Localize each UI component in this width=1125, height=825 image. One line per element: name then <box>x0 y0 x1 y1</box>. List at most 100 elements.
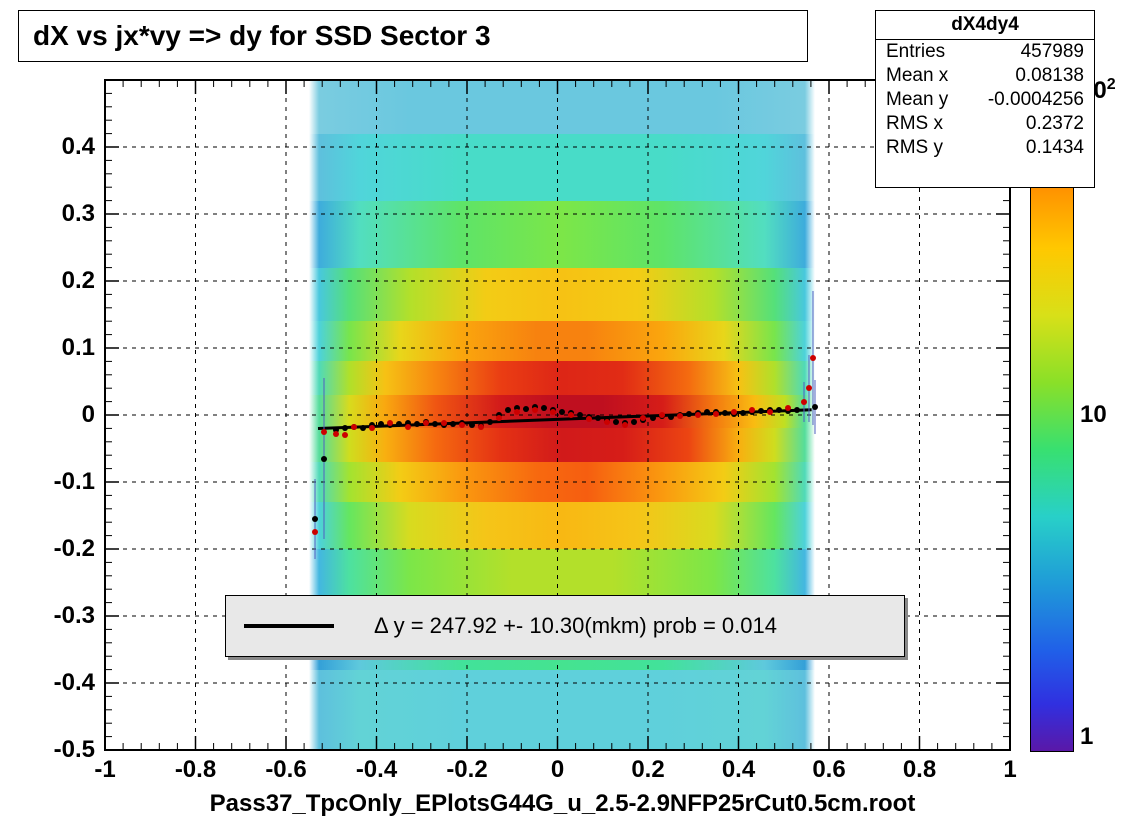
profile-point <box>776 407 782 413</box>
profile-point <box>731 409 737 415</box>
y-tick-label: -0.5 <box>0 736 95 764</box>
profile-point <box>532 407 538 413</box>
stats-row: RMS x 0.2372 <box>876 112 1094 136</box>
profile-point <box>459 422 465 428</box>
profile-point <box>405 424 411 430</box>
y-tick-label: -0.2 <box>0 535 95 563</box>
y-tick-label: -0.3 <box>0 602 95 630</box>
profile-point <box>432 421 438 427</box>
profile-point <box>794 407 800 413</box>
profile-point <box>801 399 807 405</box>
profile-point <box>767 409 773 415</box>
x-tick-label: 0.8 <box>890 756 950 784</box>
y-tick-label: 0 <box>0 401 95 429</box>
profile-point <box>312 529 318 535</box>
profile-point <box>622 422 628 428</box>
profile-point <box>586 416 592 422</box>
profile-point <box>785 405 791 411</box>
profile-point <box>523 406 529 412</box>
x-tick-label: 1 <box>980 756 1040 784</box>
chart-title: dX vs jx*vy => dy for SSD Sector 3 <box>18 10 808 62</box>
profile-point <box>812 404 818 410</box>
stats-key: Entries <box>886 41 945 63</box>
colorbar-label: 10 <box>1080 401 1107 429</box>
chart-title-text: dX vs jx*vy => dy for SSD Sector 3 <box>33 20 491 52</box>
profile-point <box>668 414 674 420</box>
profile-point <box>650 415 656 421</box>
colorbar-label: 1 <box>1080 723 1093 751</box>
stats-row: Mean x 0.08138 <box>876 64 1094 88</box>
x-tick-label: 0.2 <box>618 756 678 784</box>
profile-point <box>351 424 357 430</box>
profile-point <box>631 419 637 425</box>
stats-value: 0.2372 <box>1026 113 1084 135</box>
y-tick-label: 0.3 <box>0 200 95 228</box>
profile-point <box>758 408 764 414</box>
stats-value: 0.1434 <box>1026 137 1084 159</box>
stats-box: dX4dy4Entries 457989 Mean x 0.08138Mean y-0… <box>875 10 1095 188</box>
stats-row: RMS y 0.1434 <box>876 136 1094 160</box>
profile-point <box>505 407 511 413</box>
stats-value: 457989 <box>1021 41 1084 63</box>
profile-point <box>640 415 646 421</box>
profile-point <box>478 424 484 430</box>
profile-point <box>423 420 429 426</box>
stats-key: RMS x <box>886 113 943 135</box>
profile-point <box>722 410 728 416</box>
x-tick-label: -0.8 <box>166 756 226 784</box>
x-tick-label: -0.4 <box>347 756 407 784</box>
profile-point <box>806 385 812 391</box>
legend-line-sample <box>244 624 334 628</box>
x-axis-caption: Pass37_TpcOnly_EPlotsG44G_u_2.5-2.9NFP25… <box>0 790 1125 818</box>
profile-point <box>396 421 402 427</box>
profile-point <box>487 419 493 425</box>
x-tick-label: 0.6 <box>799 756 859 784</box>
profile-point <box>321 429 327 435</box>
legend-text: Δ y = 247.92 +- 10.30(mkm) prob = 0.014 <box>374 613 777 639</box>
profile-point <box>360 425 366 431</box>
profile-point <box>342 425 348 431</box>
profile-point <box>559 409 565 415</box>
profile-point <box>613 419 619 425</box>
stats-title: dX4dy4 <box>876 11 1094 40</box>
stats-value: 0.08138 <box>1015 65 1084 87</box>
profile-point <box>695 412 701 418</box>
x-tick-label: -0.6 <box>256 756 316 784</box>
profile-point <box>441 420 447 426</box>
profile-point <box>321 456 327 462</box>
profile-point <box>469 422 475 428</box>
profile-point <box>333 431 339 437</box>
y-tick-label: 0.2 <box>0 267 95 295</box>
y-tick-label: -0.1 <box>0 468 95 496</box>
profile-point <box>378 421 384 427</box>
profile-point <box>686 411 692 417</box>
y-tick-label: 0.1 <box>0 334 95 362</box>
fit-legend: Δ y = 247.92 +- 10.30(mkm) prob = 0.014 <box>225 595 905 657</box>
profile-point <box>810 355 816 361</box>
profile-point <box>541 405 547 411</box>
y-tick-label: -0.4 <box>0 669 95 697</box>
profile-point <box>312 516 318 522</box>
profile-point <box>740 410 746 416</box>
stats-key: Mean x <box>886 65 948 87</box>
profile-point <box>604 419 610 425</box>
stats-key: Mean y <box>886 89 948 111</box>
profile-point <box>550 409 556 415</box>
profile-point <box>414 421 420 427</box>
profile-point <box>514 409 520 415</box>
profile-point <box>387 420 393 426</box>
profile-point <box>677 413 683 419</box>
x-tick-label: 0.4 <box>709 756 769 784</box>
stats-row: Mean y-0.0004256 <box>876 88 1094 112</box>
profile-point <box>659 412 665 418</box>
profile-point <box>450 421 456 427</box>
profile-point <box>704 409 710 415</box>
profile-point <box>713 411 719 417</box>
stats-row: Entries 457989 <box>876 40 1094 64</box>
x-tick-label: 0 <box>528 756 588 784</box>
profile-point <box>568 412 574 418</box>
profile-point <box>595 415 601 421</box>
stats-key: RMS y <box>886 137 943 159</box>
profile-point <box>749 407 755 413</box>
profile-point <box>496 415 502 421</box>
